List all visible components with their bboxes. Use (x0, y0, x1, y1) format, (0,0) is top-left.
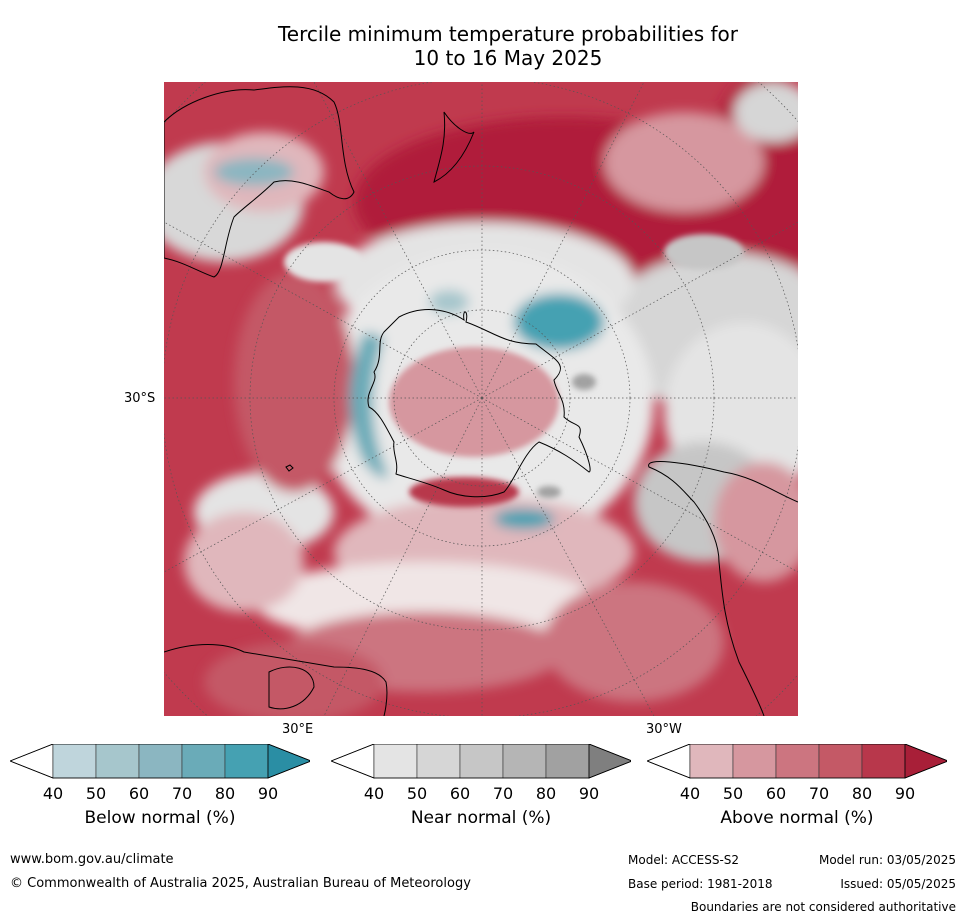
colorbar-tick-label: 50 (406, 784, 428, 803)
colorbar-near-swatches (329, 743, 634, 779)
colorbar-swatch (818, 743, 863, 779)
colorbar-tick-label: 40 (42, 784, 64, 803)
colorbar-swatch (689, 743, 734, 779)
footer-model-run: Model run: 03/05/2025 (818, 853, 956, 867)
colorbar-swatch (373, 743, 418, 779)
colorbar-tick-label: 90 (894, 784, 916, 803)
colorbar-above-label: Above normal (%) (720, 808, 874, 828)
colorbar-tick-label: 90 (578, 784, 600, 803)
colorbar-below-swatches (8, 743, 313, 779)
footer-base-period: Base period: 1981-2018 (628, 877, 773, 891)
colorbar-swatch (416, 743, 461, 779)
map-title: Tercile minimum temperature probabilitie… (165, 22, 851, 70)
australia-coast (164, 86, 355, 278)
colorbar-tick-label: 40 (363, 784, 385, 803)
lon-30w-label: 30°W (646, 722, 682, 737)
footer-copyright: © Commonwealth of Australia 2025, Austra… (10, 876, 471, 891)
colorbar-high-extend (588, 743, 634, 779)
colorbar-swatch (861, 743, 906, 779)
lat-30s-label: 30°S (124, 391, 156, 406)
colorbar-above-ticks: 40 50 60 70 80 90 (647, 784, 947, 804)
graticule (164, 82, 798, 716)
colorbar-tick-label: 80 (214, 784, 236, 803)
coastlines (164, 86, 798, 716)
colorbar-low-extend (645, 743, 691, 779)
footer-issued: Issued: 05/05/2025 (840, 877, 956, 891)
map-svg (164, 82, 798, 716)
colorbar-tick-label: 60 (128, 784, 150, 803)
colorbar-above-swatches (645, 743, 950, 779)
colorbar-tick-label: 60 (449, 784, 471, 803)
colorbar-tick-label: 50 (85, 784, 107, 803)
colorbar-swatch (95, 743, 140, 779)
colorbar-swatch (224, 743, 269, 779)
colorbar-below-ticks: 40 50 60 70 80 90 (10, 784, 310, 804)
colorbar-tick-label: 70 (171, 784, 193, 803)
africa-coast (164, 644, 388, 716)
colorbar-swatch (502, 743, 547, 779)
colorbar-tick-label: 40 (679, 784, 701, 803)
colorbar-tick-label: 80 (851, 784, 873, 803)
colorbar-swatch (775, 743, 820, 779)
footer-boundaries: Boundaries are not considered authoritat… (690, 900, 956, 914)
map-title-line2: 10 to 16 May 2025 (413, 46, 603, 70)
new-zealand-coast (433, 111, 475, 183)
colorbar-tick-label: 70 (808, 784, 830, 803)
kerguelen-coast (285, 464, 294, 472)
colorbar-near-ticks: 40 50 60 70 80 90 (331, 784, 631, 804)
colorbar-high-extend (904, 743, 950, 779)
madagascar-coast (268, 666, 315, 710)
colorbar-swatch (732, 743, 777, 779)
colorbar-high-extend (267, 743, 313, 779)
colorbar-below: 40 50 60 70 80 90 Below normal (%) (8, 743, 313, 834)
colorbar-tick-label: 70 (492, 784, 514, 803)
colorbar-swatch (181, 743, 226, 779)
antarctica-coast (367, 309, 591, 498)
colorbar-tick-label: 50 (722, 784, 744, 803)
colorbar-low-extend (8, 743, 54, 779)
colorbar-above: 40 50 60 70 80 90 Above normal (%) (645, 743, 950, 834)
colorbar-near: 40 50 60 70 80 90 Near normal (%) (329, 743, 634, 834)
colorbar-swatch (545, 743, 590, 779)
colorbar-tick-label: 90 (257, 784, 279, 803)
footer-url: www.bom.gov.au/climate (10, 852, 174, 867)
colorbar-tick-label: 60 (765, 784, 787, 803)
probability-field (164, 82, 798, 716)
colorbar-swatch (52, 743, 97, 779)
map-title-line1: Tercile minimum temperature probabilitie… (277, 22, 739, 46)
colorbar-swatch (459, 743, 504, 779)
footer-model: Model: ACCESS-S2 (628, 853, 740, 867)
colorbar-near-label: Near normal (%) (410, 808, 552, 828)
probability-map (164, 82, 798, 716)
colorbar-below-label: Below normal (%) (84, 808, 236, 828)
colorbar-low-extend (329, 743, 375, 779)
south-america-coast (648, 461, 798, 716)
lon-30e-label: 30°E (282, 722, 314, 737)
probability-detail (284, 234, 744, 507)
colorbar-swatch (138, 743, 183, 779)
colorbar-tick-label: 80 (535, 784, 557, 803)
